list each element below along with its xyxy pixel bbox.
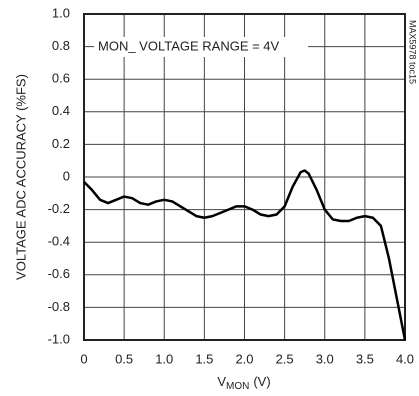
x-tick-label: 0.5: [115, 351, 133, 366]
x-label-main: V: [217, 374, 226, 389]
y-axis-label: VOLTAGE ADC ACCURACY (%FS): [13, 74, 28, 280]
x-tick-label: 3.0: [316, 351, 334, 366]
y-tick-label: 0.8: [52, 38, 70, 53]
x-label-unit: (V): [253, 374, 270, 389]
y-tick-label: -0.6: [48, 266, 70, 281]
y-tick-label: 1.0: [52, 5, 70, 20]
y-tick-label: 0.2: [52, 136, 70, 151]
side-note: MAX5978 toc15: [408, 20, 418, 84]
data-line: [83, 169, 407, 341]
x-tick-label: 2.5: [276, 351, 294, 366]
y-tick-label: -0.2: [48, 201, 70, 216]
x-axis-label: VMON (V): [217, 374, 270, 391]
y-tick-label: 0.4: [52, 103, 70, 118]
x-tick-label: 1.0: [155, 351, 173, 366]
annotation: MON_ VOLTAGE RANGE = 4V: [98, 38, 280, 53]
y-tick-label: -0.8: [48, 299, 70, 314]
x-tick-label: 2.0: [235, 351, 253, 366]
plot-frame: [83, 13, 406, 341]
x-tick-label: 1.5: [195, 351, 213, 366]
y-tick-label: 0.6: [52, 71, 70, 86]
x-label-sub: MON: [226, 381, 249, 392]
x-tick-label: 4.0: [396, 351, 414, 366]
y-tick-label: -0.4: [48, 234, 70, 249]
annotation-box: [94, 37, 308, 57]
y-tick-label: 0: [63, 168, 70, 183]
x-tick-label: 0: [80, 351, 87, 366]
y-tick-label: -1.0: [48, 331, 70, 346]
x-tick-label: 3.5: [356, 351, 374, 366]
